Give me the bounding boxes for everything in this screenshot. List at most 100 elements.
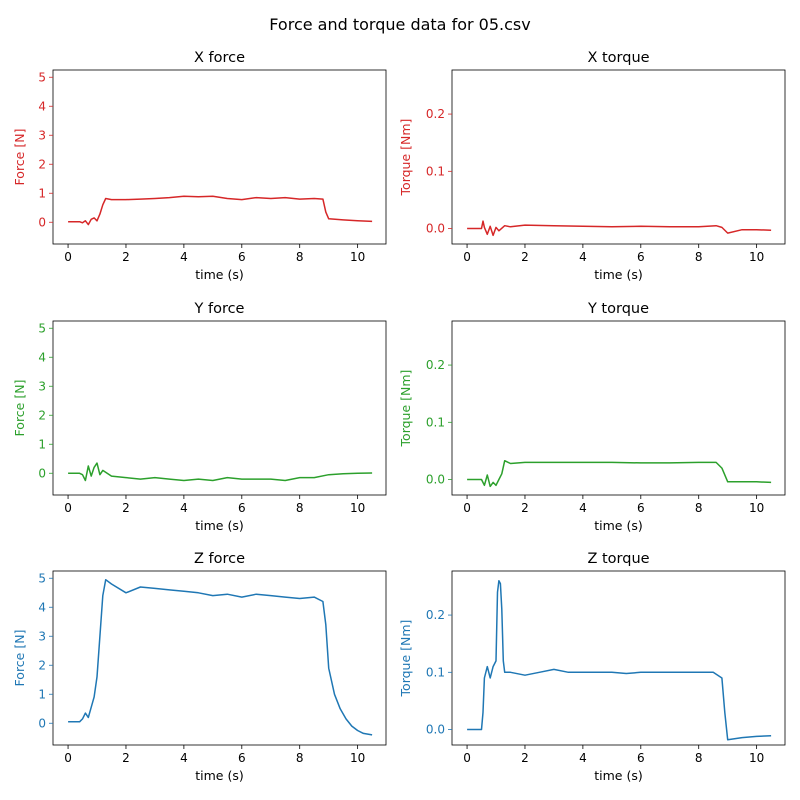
x-force-ytick-label: 1 — [38, 186, 46, 200]
x-force-ytick-label: 3 — [38, 128, 46, 142]
y-torque-series-line — [467, 459, 772, 488]
z-force-ylabel: Force [N] — [12, 630, 27, 687]
z-force-ytick-label: 0 — [38, 716, 46, 730]
y-force-ytick-label: 4 — [38, 350, 46, 364]
z-torque-xtick-label: 8 — [695, 751, 703, 765]
x-torque-axes-frame — [451, 69, 786, 245]
x-force-series-line — [68, 195, 373, 226]
x-torque-xtick-label: 2 — [521, 250, 529, 264]
z-force-axes-frame — [52, 570, 387, 746]
z-force-title: Z force — [194, 551, 245, 567]
x-torque-xtick-label: 4 — [579, 250, 587, 264]
z-torque-ytick-label: 0.0 — [426, 723, 445, 737]
z-force-xtick-label: 6 — [238, 751, 246, 765]
x-force-xtick-label: 8 — [296, 250, 304, 264]
x-force-xtick-label: 2 — [122, 250, 130, 264]
x-torque-title: X torque — [587, 50, 649, 66]
z-torque-series-line — [467, 579, 772, 741]
y-torque-title: Y torque — [587, 301, 649, 317]
y-torque-xtick-label: 6 — [637, 501, 645, 515]
x-torque-xtick-label: 6 — [637, 250, 645, 264]
y-force-xtick-label: 8 — [296, 501, 304, 515]
x-torque-ytick-label: 0.2 — [426, 107, 445, 121]
x-torque-ytick-label: 0.0 — [426, 222, 445, 236]
z-torque-xtick-label: 2 — [521, 751, 529, 765]
x-force-ytick-label: 5 — [38, 70, 46, 84]
x-force-title: X force — [194, 50, 245, 66]
z-force-xtick-label: 0 — [64, 751, 72, 765]
y-torque-xtick-label: 8 — [695, 501, 703, 515]
x-torque-xtick-label: 10 — [749, 250, 764, 264]
y-force-xtick-label: 2 — [122, 501, 130, 515]
z-torque-panel: 0 2 4 6 8 10 0.0 0.1 0.2 Z torque time (s) Torque [… — [398, 551, 786, 783]
x-force-axes-frame — [52, 69, 387, 245]
x-torque-xlabel: time (s) — [594, 267, 642, 282]
y-force-ylabel: Force [N] — [12, 380, 27, 437]
z-force-ytick-label: 2 — [38, 658, 46, 672]
x-force-panel: 0 2 4 6 8 10 0 1 2 3 4 5 X force time (s) Force [N] — [12, 50, 387, 282]
y-force-xlabel: time (s) — [195, 518, 243, 533]
y-force-xtick-label: 6 — [238, 501, 246, 515]
x-torque-xtick-label: 8 — [695, 250, 703, 264]
y-force-ytick-label: 3 — [38, 379, 46, 393]
y-torque-ytick-label: 0.2 — [426, 358, 445, 372]
z-torque-xtick-label: 4 — [579, 751, 587, 765]
x-force-ytick-label: 0 — [38, 215, 46, 229]
x-force-xtick-label: 6 — [238, 250, 246, 264]
y-force-series-line — [68, 462, 373, 482]
y-torque-xlabel: time (s) — [594, 518, 642, 533]
z-force-xlabel: time (s) — [195, 768, 243, 783]
y-torque-xtick-label: 0 — [463, 501, 471, 515]
x-torque-ytick-label: 0.1 — [426, 164, 445, 178]
x-force-ytick-label: 4 — [38, 99, 46, 113]
x-torque-ylabel: Torque [Nm] — [398, 119, 413, 197]
z-force-xtick-label: 8 — [296, 751, 304, 765]
x-force-xtick-label: 4 — [180, 250, 188, 264]
z-torque-axes-frame — [451, 570, 786, 746]
z-torque-ytick-label: 0.2 — [426, 608, 445, 622]
z-force-ytick-label: 3 — [38, 629, 46, 643]
z-torque-xtick-label: 10 — [749, 751, 764, 765]
x-force-xtick-label: 10 — [350, 250, 365, 264]
y-force-ytick-label: 0 — [38, 466, 46, 480]
x-force-ylabel: Force [N] — [12, 129, 27, 186]
z-torque-xtick-label: 6 — [637, 751, 645, 765]
y-torque-ylabel: Torque [Nm] — [398, 370, 413, 448]
y-torque-xtick-label: 2 — [521, 501, 529, 515]
y-force-ytick-label: 5 — [38, 321, 46, 335]
y-torque-panel: 0 2 4 6 8 10 0.0 0.1 0.2 Y torque time (s) Torque [… — [398, 301, 786, 533]
y-force-ytick-label: 2 — [38, 408, 46, 422]
x-torque-panel: 0 2 4 6 8 10 0.0 0.1 0.2 X torque time (s) Torque [… — [398, 50, 786, 282]
y-torque-ytick-label: 0.1 — [426, 415, 445, 429]
z-force-xtick-label: 10 — [350, 751, 365, 765]
z-force-xtick-label: 4 — [180, 751, 188, 765]
y-force-ytick-label: 1 — [38, 437, 46, 451]
y-torque-xtick-label: 10 — [749, 501, 764, 515]
x-force-xtick-label: 0 — [64, 250, 72, 264]
z-force-series-line — [68, 578, 373, 736]
z-force-ytick-label: 1 — [38, 687, 46, 701]
z-force-panel: 0 2 4 6 8 10 0 1 2 3 4 5 Z force time (s) Force [N] — [12, 551, 387, 783]
y-force-axes-frame — [52, 320, 387, 496]
x-force-xlabel: time (s) — [195, 267, 243, 282]
z-torque-xtick-label: 0 — [463, 751, 471, 765]
y-torque-ytick-label: 0.0 — [426, 473, 445, 487]
z-force-ytick-label: 4 — [38, 600, 46, 614]
z-torque-xlabel: time (s) — [594, 768, 642, 783]
y-force-panel: 0 2 4 6 8 10 0 1 2 3 4 5 Y force time (s) Force [N] — [12, 301, 387, 533]
y-force-xtick-label: 4 — [180, 501, 188, 515]
x-torque-series-line — [467, 220, 772, 237]
z-force-xtick-label: 2 — [122, 751, 130, 765]
z-torque-ylabel: Torque [Nm] — [398, 620, 413, 698]
z-torque-ytick-label: 0.1 — [426, 665, 445, 679]
y-force-xtick-label: 10 — [350, 501, 365, 515]
z-force-ytick-label: 5 — [38, 571, 46, 585]
y-force-title: Y force — [194, 301, 245, 317]
y-torque-xtick-label: 4 — [579, 501, 587, 515]
y-torque-axes-frame — [451, 320, 786, 496]
z-torque-title: Z torque — [587, 551, 649, 567]
x-force-ytick-label: 2 — [38, 157, 46, 171]
x-torque-xtick-label: 0 — [463, 250, 471, 264]
